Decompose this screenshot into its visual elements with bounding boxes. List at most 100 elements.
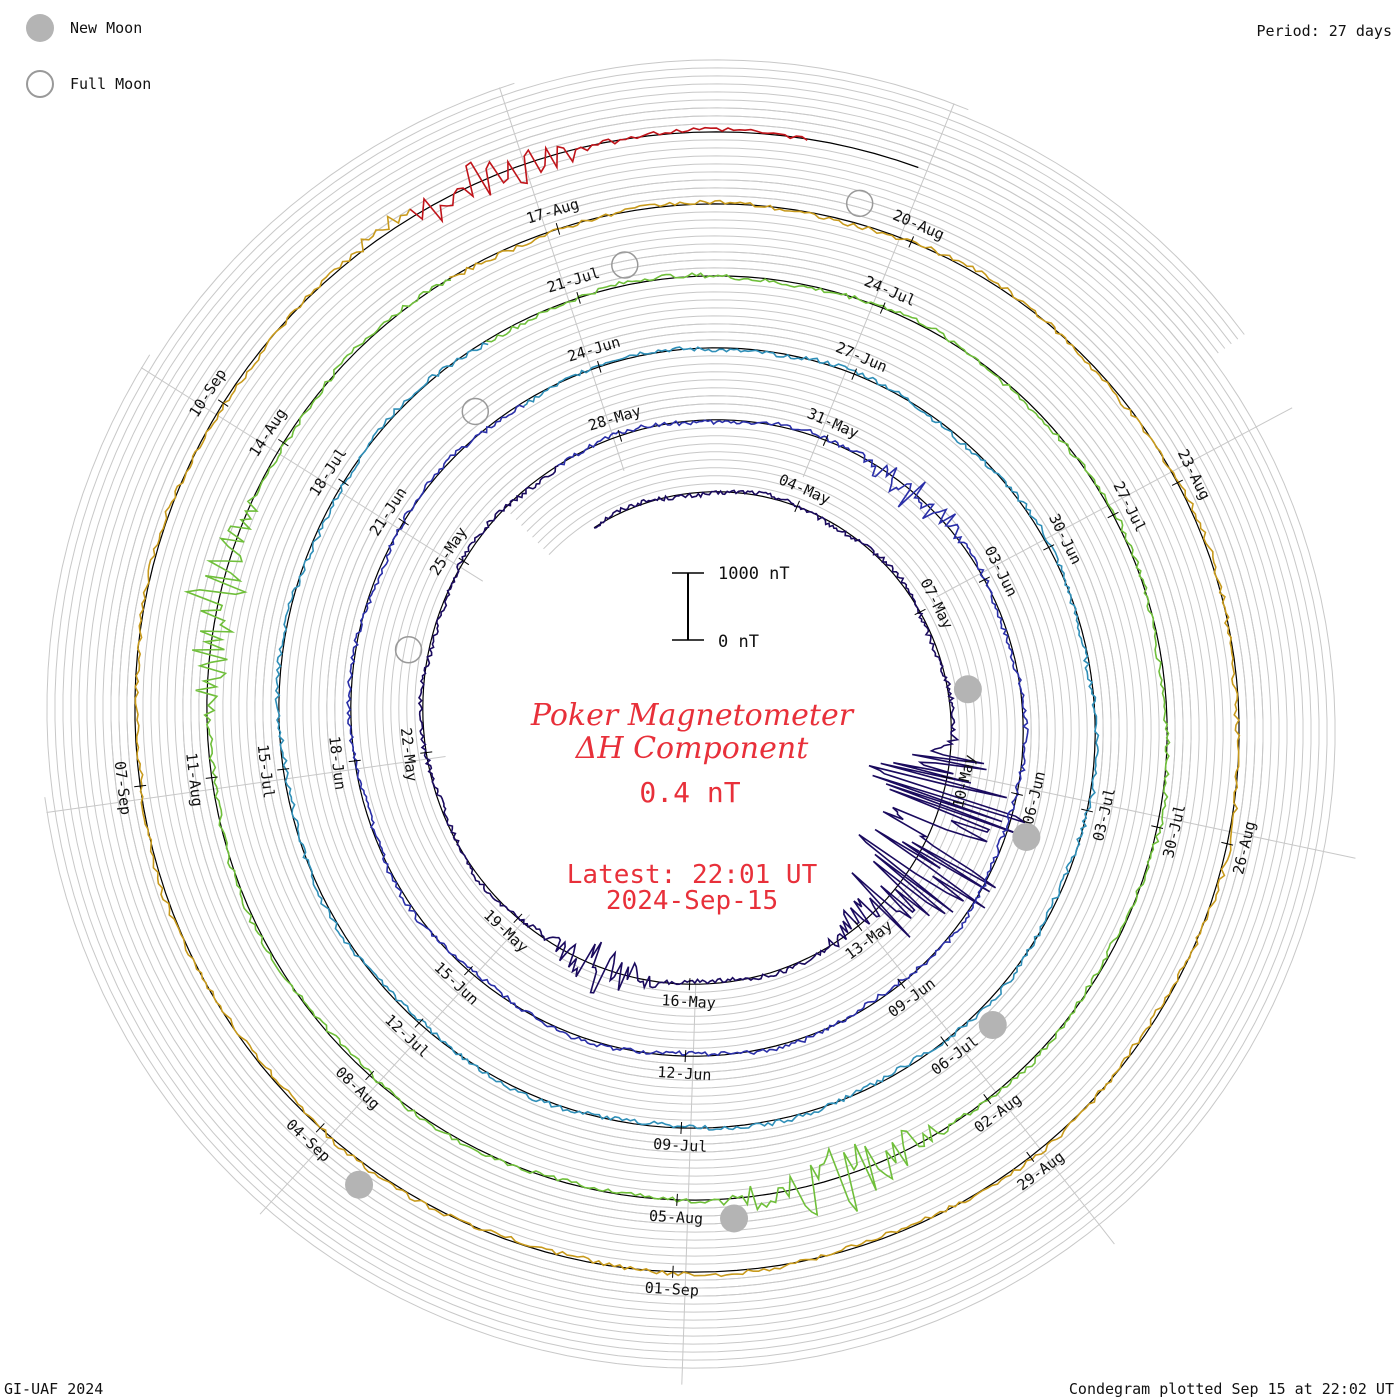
period-label: Period: 27 days [1256, 22, 1392, 40]
date-tick [315, 1123, 325, 1133]
grid-ring [54, 82, 1320, 1353]
date-tick [278, 438, 289, 447]
date-tick [688, 978, 691, 991]
legend-full-moon: Full Moon [26, 70, 151, 98]
legend-full-moon-label: Full Moon [70, 75, 152, 93]
full-moon-marker [845, 189, 874, 218]
new-moon-marker [978, 1011, 1007, 1040]
grid-spoke [259, 914, 531, 1215]
data-series [134, 126, 1241, 1278]
date-tick [134, 784, 147, 788]
grid-spoke [936, 407, 1293, 598]
date-label: 03-Jun [981, 543, 1021, 599]
date-label: 20-Aug [890, 206, 947, 244]
date-tick [1081, 808, 1094, 813]
current-value: 0.4 nT [639, 776, 741, 809]
new-moon-marker [1012, 822, 1041, 851]
date-label: 02-Aug [971, 1090, 1025, 1137]
date-tick [914, 608, 926, 616]
date-tick [941, 775, 953, 780]
date-label: 27-Jun [833, 338, 890, 376]
moon-markers [345, 189, 1041, 1233]
full-moon-icon [26, 70, 54, 98]
date-label: 24-Jul [862, 272, 919, 310]
date-label: 01-Sep [644, 1279, 699, 1300]
legend-new-moon-label: New Moon [70, 19, 143, 37]
grid-spoke [46, 755, 446, 814]
new-moon-marker [345, 1170, 374, 1199]
latest-time: Latest: 22:01 UT [566, 860, 818, 890]
date-tick [597, 360, 602, 373]
full-moon-marker [611, 251, 639, 279]
new-moon-marker [953, 675, 982, 704]
date-label: 30-Jun [1045, 511, 1085, 567]
date-tick [398, 518, 409, 526]
series-line-1 [417, 465, 1030, 994]
date-tick [555, 222, 561, 235]
grid-spoke [961, 773, 1356, 859]
series-line-6 [409, 126, 808, 224]
date-tick [217, 399, 229, 407]
footer-right: Condegram plotted Sep 15 at 22:02 UT [1068, 1380, 1394, 1398]
date-label: 09-Jul [653, 1135, 708, 1156]
date-tick [897, 978, 906, 989]
date-tick [348, 759, 361, 763]
grid-ring [102, 99, 1272, 1305]
grid-spoke [802, 103, 955, 478]
grid-ring [94, 91, 1280, 1313]
date-tick [513, 913, 523, 924]
date-tick [794, 500, 800, 513]
series-line-4 [183, 272, 1171, 1217]
date-tick [458, 557, 470, 566]
scale-bottom-label: 0 nT [718, 632, 759, 652]
date-label: 16-May [661, 991, 716, 1012]
new-moon-icon [26, 14, 54, 42]
date-tick [822, 434, 829, 446]
grid-spoke [140, 367, 484, 582]
grid-spoke [499, 87, 625, 471]
date-tick [672, 1265, 674, 1278]
grid-ring [70, 67, 1304, 1337]
scale-top-label: 1000 nT [718, 564, 790, 584]
full-moon-marker [461, 397, 490, 426]
baseline-spiral [134, 131, 1240, 1273]
grid-ring [44, 107, 1336, 1369]
series-line-2 [346, 404, 1029, 1057]
date-tick [1043, 544, 1055, 551]
latest-date: 2024-Sep-15 [605, 886, 779, 916]
new-moon-marker [720, 1204, 749, 1233]
grid-spoke [681, 981, 697, 1385]
date-tick [1107, 511, 1119, 519]
date-tick [978, 576, 990, 583]
date-label: 05-Aug [648, 1207, 703, 1228]
legend-new-moon: New Moon [26, 14, 142, 42]
date-tick [277, 768, 290, 771]
date-tick [617, 429, 623, 442]
grid-ring [78, 75, 1296, 1329]
series-line-5 [134, 199, 1241, 1278]
grid-spoke [865, 926, 1115, 1245]
footer-left: GI-UAF 2024 [4, 1380, 104, 1398]
series-line-3 [274, 342, 1100, 1131]
grid-ring [46, 115, 1328, 1361]
date-tick [983, 1094, 992, 1105]
date-tick [908, 236, 915, 248]
date-tick [1151, 825, 1164, 830]
date-tick [414, 1018, 424, 1028]
date-tick [940, 1036, 949, 1047]
date-tick [676, 1193, 678, 1206]
chart-title-line2: ΔH Component [575, 731, 809, 766]
date-tick [576, 291, 581, 304]
date-tick [365, 1070, 375, 1081]
baseline-spiral-path [134, 131, 1240, 1273]
date-tick [1026, 1151, 1035, 1163]
date-label: 12-Jun [657, 1063, 712, 1084]
date-tick [205, 776, 218, 779]
date-tick [420, 751, 433, 754]
full-moon-marker [394, 635, 423, 664]
date-label: 09-Jun [885, 974, 939, 1021]
date-tick [338, 478, 349, 486]
date-tick [680, 1121, 683, 1134]
scale-bar: 1000 nT 0 nT [672, 564, 790, 652]
